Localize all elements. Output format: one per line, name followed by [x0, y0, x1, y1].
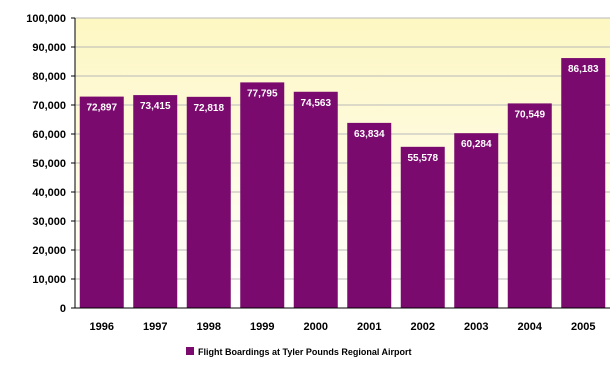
bar	[240, 82, 285, 308]
x-tick-label: 2004	[518, 321, 543, 333]
bar-value-label: 72,897	[86, 103, 117, 114]
bar	[293, 91, 338, 308]
bar	[454, 133, 499, 308]
x-tick-label: 1997	[143, 321, 167, 333]
y-tick-label: 80,000	[32, 71, 66, 83]
bar-value-label: 86,183	[568, 64, 599, 75]
bar	[561, 58, 606, 308]
x-tick-label: 2001	[357, 321, 381, 333]
bar-value-label: 77,795	[247, 88, 278, 99]
y-tick-label: 30,000	[32, 216, 66, 228]
y-tick-label: 100,000	[26, 13, 66, 25]
x-tick-label: 1996	[90, 321, 114, 333]
bar-value-label: 72,818	[193, 103, 224, 114]
legend-label: Flight Boardings at Tyler Pounds Regiona…	[198, 347, 412, 357]
x-tick-label: 1998	[197, 321, 221, 333]
x-tick-label: 2003	[464, 321, 488, 333]
bar-value-label: 73,415	[140, 101, 171, 112]
x-tick-label: 2005	[571, 321, 595, 333]
y-tick-label: 10,000	[32, 274, 66, 286]
bar	[186, 96, 231, 309]
bar-value-label: 70,549	[514, 109, 545, 120]
bar-value-label: 74,563	[300, 98, 331, 109]
x-tick-label: 2000	[304, 321, 328, 333]
y-tick-label: 0	[60, 303, 66, 315]
bar	[79, 96, 124, 309]
legend: Flight Boardings at Tyler Pounds Regiona…	[186, 347, 412, 357]
y-tick-label: 40,000	[32, 187, 66, 199]
data-labels: 72,897 73,415 72,818 77,795 74,563 63,834 55,5…	[86, 64, 599, 164]
bar	[400, 146, 445, 308]
bar	[507, 103, 552, 308]
y-tick-label: 20,000	[32, 245, 66, 257]
bar	[347, 122, 392, 308]
y-tick-label: 70,000	[32, 100, 66, 112]
bar-value-label: 60,284	[461, 139, 492, 150]
bar-value-label: 55,578	[407, 153, 438, 164]
bar-value-label: 63,834	[354, 129, 385, 140]
x-tick-label: 2002	[411, 321, 435, 333]
y-tick-label: 50,000	[32, 158, 66, 170]
x-tick-label: 1999	[250, 321, 274, 333]
bar	[133, 95, 178, 308]
y-axis-ticks: 0 10,000 20,000 30,000 40,000 50,000 60,000 70,…	[26, 13, 75, 315]
y-tick-label: 60,000	[32, 129, 66, 141]
legend-swatch	[186, 347, 194, 355]
bars	[79, 58, 606, 309]
y-tick-label: 90,000	[32, 42, 66, 54]
x-axis-ticks: 1996 1997 1998 1999 2000 2001 2002 2003 2004 2005	[90, 321, 596, 333]
